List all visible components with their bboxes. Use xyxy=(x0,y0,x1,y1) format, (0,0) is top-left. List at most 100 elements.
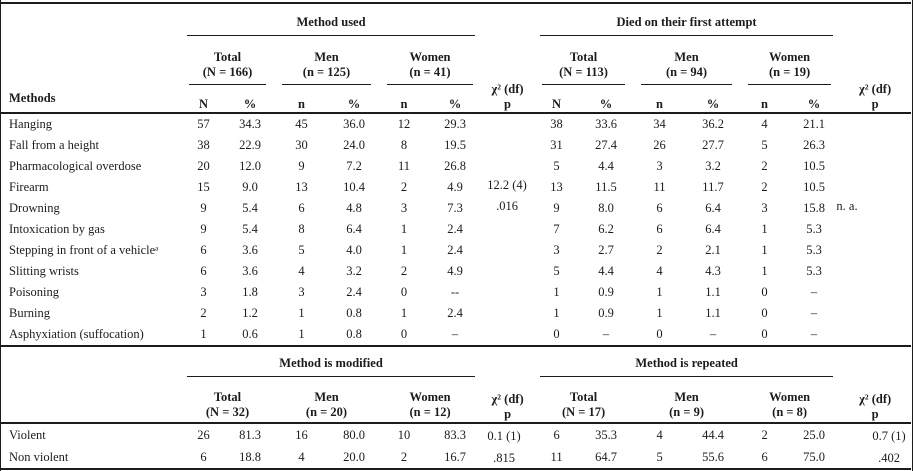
spanner-row: Method used Died on their first attempt xyxy=(1,3,911,36)
chi-square-column-spacer xyxy=(839,135,911,156)
value-cell: 38 xyxy=(550,117,563,131)
group-n: (N = 32) xyxy=(205,405,250,419)
value-cell: 10 xyxy=(397,427,411,442)
value-cell: 4.0 xyxy=(346,243,362,257)
value-cell: 20.0 xyxy=(343,449,365,464)
value-cell: 80.0 xyxy=(343,427,365,442)
value-cell: 15 xyxy=(197,180,210,194)
value-cell: 4 xyxy=(761,117,768,131)
value-cell: 6 xyxy=(200,449,207,464)
value-cell: 0.9 xyxy=(598,285,614,299)
group-header-row: Total (N = 166) Men (n = 125) Women (n = 41… xyxy=(1,36,912,114)
value-cell: 36.2 xyxy=(702,117,724,131)
value-cell: 3 xyxy=(553,243,560,257)
chi-square-column-spacer xyxy=(481,113,534,135)
value-cell: 6 xyxy=(298,201,305,215)
chi-column-head-spacer xyxy=(839,346,911,377)
value-cell: 2.4 xyxy=(447,222,463,236)
group-n: (n = 8) xyxy=(772,405,808,419)
value-cell: 4.9 xyxy=(447,264,463,278)
value-cell: 29.3 xyxy=(444,117,466,131)
value-cell: 45 xyxy=(295,117,308,131)
col-letter: n xyxy=(633,85,687,114)
value-cell: 9 xyxy=(200,222,207,236)
value-cell: 8.0 xyxy=(598,201,614,215)
table-row: Poisoning 3 1.8 3 2.4 0 -- 1 0.9 1 1.1 0 – xyxy=(1,282,911,303)
section-method-modified: Method is modified xyxy=(181,346,481,377)
value-cell: 4 xyxy=(298,264,305,278)
value-cell: 7.2 xyxy=(346,159,362,173)
value-cell: 5.4 xyxy=(242,201,258,215)
table-row: Stepping in front of a vehicleᵃ 6 3.6 5 4.0 1… xyxy=(1,240,911,261)
value-cell: 55.6 xyxy=(702,449,725,464)
row-label: Non violent xyxy=(9,449,69,464)
col-letter: % xyxy=(579,85,634,114)
table-row: Fall from a height 38 22.9 30 24.0 8 19.5 31 27.… xyxy=(1,135,911,156)
chi-square-column-spacer xyxy=(839,324,911,345)
value-cell: 3 xyxy=(298,285,305,299)
value-cell: 10.5 xyxy=(803,159,825,173)
value-cell: 26.3 xyxy=(803,138,825,152)
value-cell: 0 xyxy=(761,285,768,299)
table-row: Non violent 6 18.8 4 20.0 2 16.7 11 64.7 5 55.6 6 75… xyxy=(1,446,911,469)
group-label: Men xyxy=(674,50,699,64)
value-cell: 6 xyxy=(761,449,768,464)
group-men-died: Men (n = 94) xyxy=(633,36,740,85)
value-cell: 35.3 xyxy=(595,427,618,442)
value-cell: 0.6 xyxy=(242,327,258,341)
row-label: Firearm xyxy=(9,180,49,194)
value-cell: 6.4 xyxy=(705,201,721,215)
value-cell: 5.3 xyxy=(806,222,822,236)
chi-square-column-spacer xyxy=(839,261,911,282)
row-label: Intoxication by gas xyxy=(9,222,105,236)
table-row: Firearm 15 9.0 13 10.4 2 4.9 13 11.5 11 11.7 2 10.5 xyxy=(1,177,911,198)
section-method-repeated: Method is repeated xyxy=(534,346,839,377)
chi-square-value-method-modified: 0.1 (1) .815 xyxy=(487,429,521,465)
value-cell: 0.9 xyxy=(598,306,614,320)
value-cell: 0.8 xyxy=(346,306,362,320)
col-letter: % xyxy=(789,85,840,114)
group-total-died: Total (N = 113) xyxy=(534,36,633,85)
group-men-used: Men (n = 125) xyxy=(274,36,379,85)
value-cell: 5.3 xyxy=(806,264,822,278)
value-cell: 4 xyxy=(298,449,305,464)
value-cell: 0 xyxy=(761,327,768,341)
corner-cell xyxy=(1,3,181,36)
value-cell: 34.3 xyxy=(239,117,261,131)
value-cell: 2.4 xyxy=(447,306,463,320)
value-cell: 3 xyxy=(761,201,768,215)
value-cell: – xyxy=(810,285,818,299)
value-cell: 81.3 xyxy=(239,427,261,442)
group-n: (n = 94) xyxy=(665,65,708,79)
value-cell: 1 xyxy=(400,243,408,257)
value-cell: 38 xyxy=(197,138,210,152)
value-cell: 57 xyxy=(197,117,210,131)
value-cell: 27.4 xyxy=(595,138,617,152)
value-cell: 3.2 xyxy=(705,159,721,173)
group-n: (n = 12) xyxy=(409,405,451,419)
value-cell: 11 xyxy=(653,180,666,194)
chi-square-column-spacer xyxy=(839,282,911,303)
value-cell: 31 xyxy=(550,138,563,152)
value-cell: 1 xyxy=(400,306,408,320)
row-label: Slitting wrists xyxy=(9,264,79,278)
value-cell: 1 xyxy=(761,264,768,278)
value-cell: 30 xyxy=(295,138,308,152)
value-cell: 6 xyxy=(200,243,207,257)
group-n: (n = 19) xyxy=(768,65,811,79)
value-cell: 4.4 xyxy=(598,159,614,173)
value-cell: 44.4 xyxy=(702,427,725,442)
value-cell: 6 xyxy=(200,264,207,278)
value-cell: 9 xyxy=(553,201,560,215)
methods-table-header: Method used Died on their first attempt … xyxy=(1,3,912,114)
value-cell: 1 xyxy=(761,222,768,236)
row-label: Pharmacological overdose xyxy=(9,159,142,173)
value-cell: 1 xyxy=(656,285,663,299)
col-letter: N xyxy=(181,85,226,114)
chi-square-column-spacer xyxy=(481,303,534,324)
value-cell: – xyxy=(810,327,818,341)
value-cell: 2 xyxy=(200,306,207,320)
value-cell: 6.4 xyxy=(346,222,362,236)
value-cell: – xyxy=(602,327,610,341)
